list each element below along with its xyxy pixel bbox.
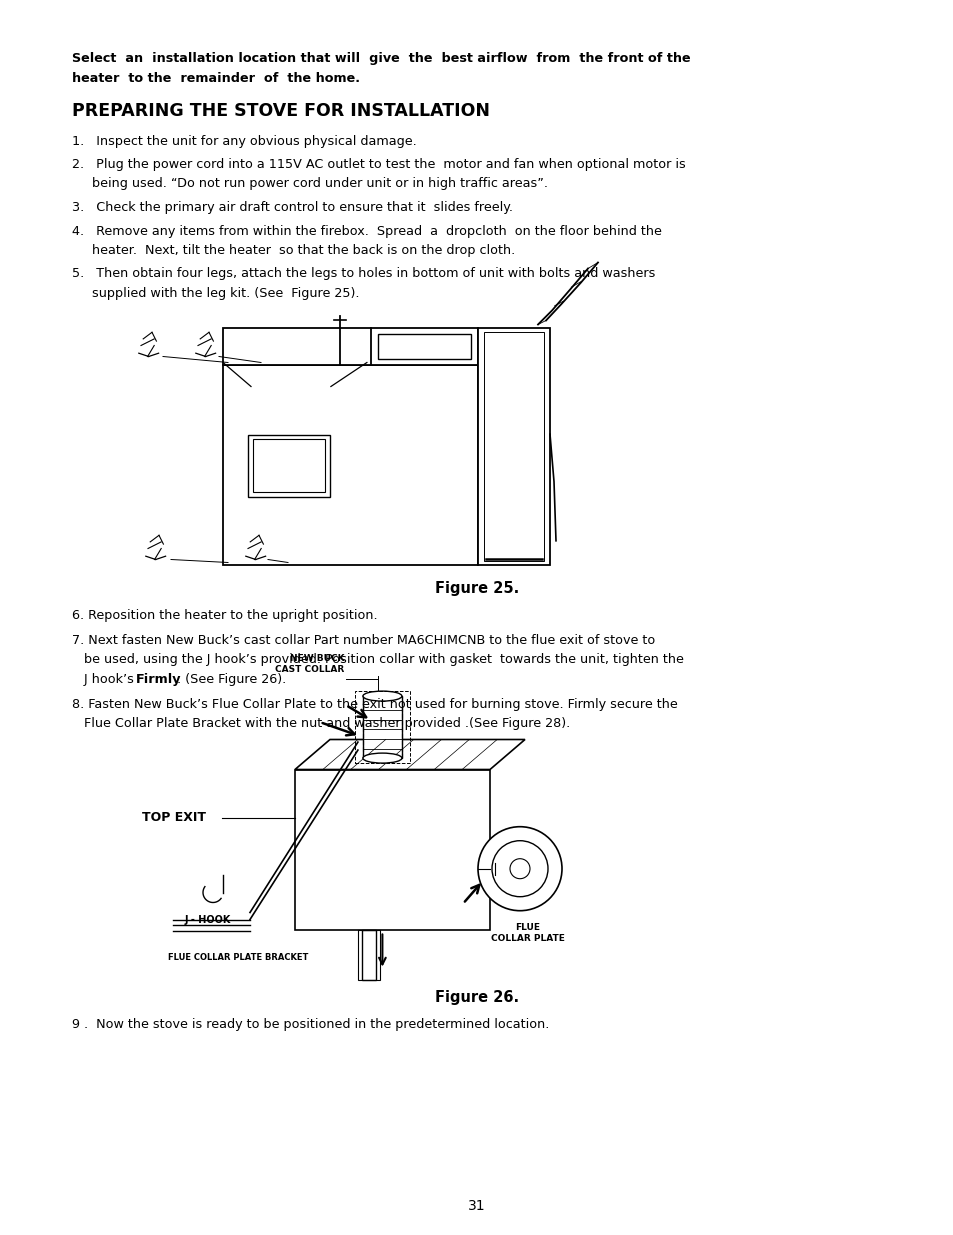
Bar xyxy=(223,327,477,364)
Text: 1.   Inspect the unit for any obvious physical damage.: 1. Inspect the unit for any obvious phys… xyxy=(71,135,416,147)
Text: 31: 31 xyxy=(468,1199,485,1213)
Text: FLUE COLLAR PLATE BRACKET: FLUE COLLAR PLATE BRACKET xyxy=(168,952,308,962)
Polygon shape xyxy=(294,740,524,769)
Text: Firmly: Firmly xyxy=(135,673,181,685)
Bar xyxy=(483,331,543,561)
Bar xyxy=(253,440,325,492)
Ellipse shape xyxy=(362,753,401,763)
Ellipse shape xyxy=(362,692,401,701)
Text: 9 .  Now the stove is ready to be positioned in the predetermined location.: 9 . Now the stove is ready to be positio… xyxy=(71,1018,549,1030)
Text: J hook’s: J hook’s xyxy=(71,673,138,685)
Text: 6. Reposition the heater to the upright position.: 6. Reposition the heater to the upright … xyxy=(71,610,377,622)
Bar xyxy=(355,692,410,763)
Text: Figure 26.: Figure 26. xyxy=(435,989,518,1004)
Text: PREPARING THE STOVE FOR INSTALLATION: PREPARING THE STOVE FOR INSTALLATION xyxy=(71,101,490,120)
Bar xyxy=(248,435,330,496)
Text: 8. Fasten New Buck’s Flue Collar Plate to the exit not used for burning stove. F: 8. Fasten New Buck’s Flue Collar Plate t… xyxy=(71,698,677,710)
Text: . (See Figure 26).: . (See Figure 26). xyxy=(173,673,286,685)
Text: heater.  Next, tilt the heater  so that the back is on the drop cloth.: heater. Next, tilt the heater so that th… xyxy=(71,245,515,257)
Text: Figure 25.: Figure 25. xyxy=(435,582,518,597)
Text: 2.   Plug the power cord into a 115V AC outlet to test the  motor and fan when o: 2. Plug the power cord into a 115V AC ou… xyxy=(71,158,685,170)
Text: be used, using the J hook’s provided. Position collar with gasket  towards the u: be used, using the J hook’s provided. Po… xyxy=(71,653,683,667)
Text: J - HOOK: J - HOOK xyxy=(185,914,231,925)
Bar xyxy=(294,769,490,930)
Circle shape xyxy=(477,826,561,910)
Text: 4.   Remove any items from within the firebox.  Spread  a  dropcloth  on the flo: 4. Remove any items from within the fire… xyxy=(71,225,661,237)
Text: 7. Next fasten New Buck’s cast collar Part number MA6CHIMCNB to the flue exit of: 7. Next fasten New Buck’s cast collar Pa… xyxy=(71,634,655,647)
Bar xyxy=(362,930,375,979)
Bar xyxy=(377,333,471,358)
Text: FLUE
COLLAR PLATE: FLUE COLLAR PLATE xyxy=(491,923,564,942)
Text: supplied with the leg kit. (See  Figure 25).: supplied with the leg kit. (See Figure 2… xyxy=(71,287,359,300)
Circle shape xyxy=(492,841,547,897)
Text: Flue Collar Plate Bracket with the nut and washer provided .(See Figure 28).: Flue Collar Plate Bracket with the nut a… xyxy=(71,718,570,730)
Text: 5.   Then obtain four legs, attach the legs to holes in bottom of unit with bolt: 5. Then obtain four legs, attach the leg… xyxy=(71,268,655,280)
Text: Select  an  installation location that will  give  the  best airflow  from  the : Select an installation location that wil… xyxy=(71,52,690,65)
Text: 3.   Check the primary air draft control to ensure that it  slides freely.: 3. Check the primary air draft control t… xyxy=(71,201,513,214)
Text: heater  to the  remainder  of  the home.: heater to the remainder of the home. xyxy=(71,72,359,84)
Text: NEW BUCK
CAST COLLAR: NEW BUCK CAST COLLAR xyxy=(274,655,344,674)
Text: being used. “Do not run power cord under unit or in high traffic areas”.: being used. “Do not run power cord under… xyxy=(71,178,547,190)
Circle shape xyxy=(510,858,530,878)
Bar xyxy=(223,364,477,564)
Bar xyxy=(362,697,401,758)
Text: TOP EXIT: TOP EXIT xyxy=(142,811,206,824)
Bar xyxy=(357,930,379,979)
Bar xyxy=(477,327,550,564)
